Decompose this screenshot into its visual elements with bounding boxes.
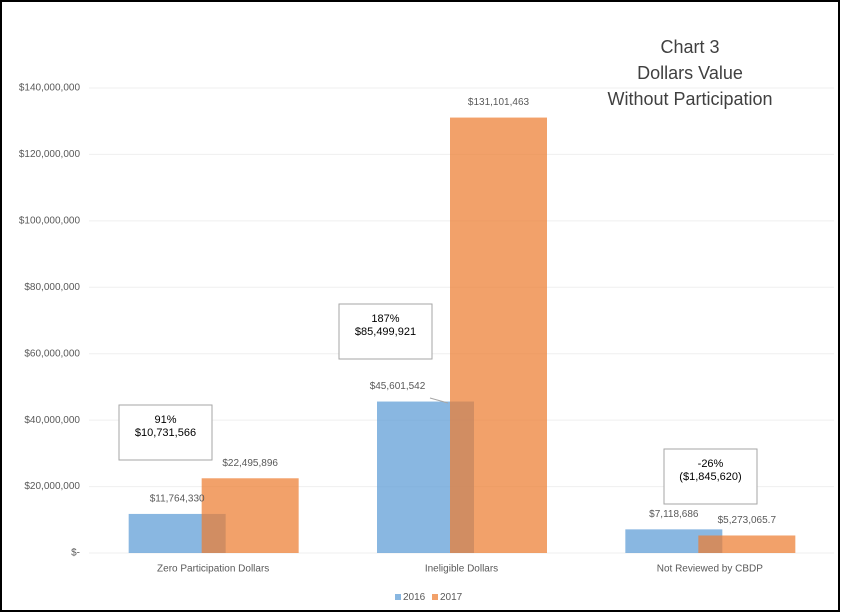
chart-title: Chart 3 bbox=[660, 37, 719, 57]
x-tick-label: Not Reviewed by CBDP bbox=[657, 564, 763, 575]
leader-line bbox=[429, 397, 449, 404]
annotation-box bbox=[338, 303, 433, 360]
y-tick-label: $120,000,000 bbox=[19, 149, 81, 160]
legend-label: 2016 bbox=[403, 592, 426, 603]
annotation-text: $85,499,921 bbox=[355, 326, 416, 338]
legend-swatch bbox=[432, 594, 438, 600]
legend-swatch bbox=[395, 594, 401, 600]
data-label: $7,118,686 bbox=[649, 509, 699, 520]
chart-title: Dollars Value bbox=[637, 63, 743, 83]
y-tick-label: $40,000,000 bbox=[24, 415, 80, 426]
y-tick-label: $20,000,000 bbox=[24, 481, 80, 492]
bar bbox=[450, 117, 547, 554]
chart-title: Without Participation bbox=[607, 89, 772, 109]
data-label: $45,601,542 bbox=[370, 381, 426, 392]
data-label: $22,495,896 bbox=[222, 458, 278, 469]
data-label: $5,273,065.7 bbox=[718, 515, 777, 526]
y-tick-label: $80,000,000 bbox=[24, 282, 80, 293]
data-label: $131,101,463 bbox=[468, 97, 530, 108]
annotation-text: -26% bbox=[698, 458, 724, 470]
y-tick-label: $60,000,000 bbox=[24, 348, 80, 359]
annotation-box bbox=[663, 448, 758, 505]
annotation-box bbox=[118, 404, 213, 461]
x-tick-label: Ineligible Dollars bbox=[425, 564, 498, 575]
y-tick-label: $- bbox=[71, 548, 80, 559]
y-tick-label: $100,000,000 bbox=[19, 215, 81, 226]
annotation-text: $10,731,566 bbox=[135, 427, 196, 439]
x-tick-label: Zero Participation Dollars bbox=[157, 564, 269, 575]
annotation-text: ($1,845,620) bbox=[679, 471, 741, 483]
bar bbox=[698, 535, 796, 553]
data-label: $11,764,330 bbox=[150, 494, 205, 505]
bar bbox=[201, 478, 299, 553]
bar bbox=[625, 529, 723, 553]
y-tick-label: $140,000,000 bbox=[19, 83, 81, 94]
legend-label: 2017 bbox=[440, 592, 463, 603]
annotation-text: 187% bbox=[371, 313, 399, 325]
annotation-text: 91% bbox=[154, 414, 176, 426]
